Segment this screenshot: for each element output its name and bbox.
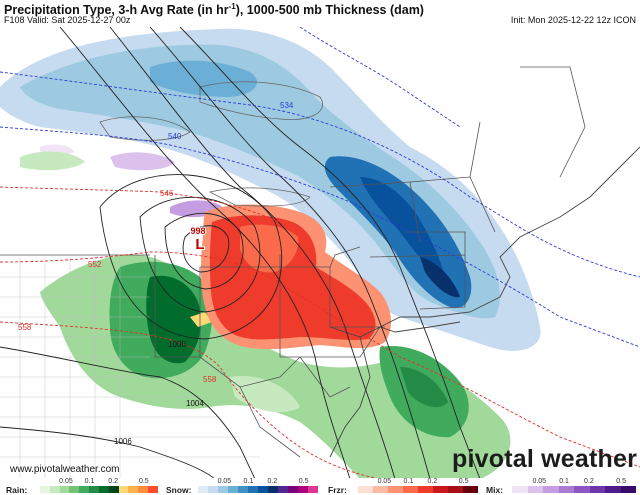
legend-snow-ticks: 0.05 0.1 0.2 0.5 (198, 478, 318, 486)
legend-frzr-colorbar (358, 486, 478, 493)
legend-swatch (218, 486, 228, 493)
legend-swatch (128, 486, 139, 493)
legend-swatch (418, 486, 433, 493)
thickness-label-558-bottom: 558 (203, 375, 217, 384)
legend-swatch (308, 486, 318, 493)
legend-swatch (49, 486, 60, 493)
legend-bar: Rain: 0.05 0.1 0.2 0.5 Snow: 0.05 0.1 0.2 0.5 … (0, 478, 640, 495)
legend-swatch (278, 486, 288, 493)
thickness-label-546: 546 (160, 189, 174, 198)
legend-tick-label: 0.05 (59, 478, 73, 485)
thickness-label-552: 552 (88, 260, 102, 269)
thickness-lines (0, 27, 640, 479)
legend-swatch (118, 486, 129, 493)
legend-swatch (574, 486, 590, 493)
legend-swatch (527, 486, 543, 493)
legend-rain-ticks: 0.05 0.1 0.2 0.5 (40, 478, 158, 486)
legend-swatch (512, 486, 528, 493)
legend-tick-label: 0.1 (84, 478, 95, 485)
legend-swatch (198, 486, 208, 493)
legend-tick-label: 0.5 (298, 478, 309, 485)
legend-tick-label: 0.2 (584, 478, 594, 485)
brand-logo: pivotal weather (452, 445, 637, 473)
valid-time: F108 Valid: Sat 2025-12-27 00z (4, 15, 131, 25)
legend-swatch (605, 486, 621, 493)
legend-rain-label: Rain: (6, 485, 28, 495)
legend-swatch (69, 486, 80, 493)
legend-swatch (138, 486, 149, 493)
legend-swatch (98, 486, 109, 493)
low-pressure-value: 998 (190, 226, 205, 236)
legend-swatch (40, 486, 50, 493)
isobars (0, 27, 481, 479)
legend-swatch (148, 486, 158, 493)
low-pressure-letter: L (195, 236, 204, 253)
legend-tick-label: 0.05 (217, 478, 232, 485)
map-canvas: 998 L 534 540 546 552 558 558 1000 1004 … (0, 27, 640, 479)
isobar-label-1004: 1004 (186, 399, 204, 408)
isobar-label-1000: 1000 (168, 340, 186, 349)
legend-swatch (79, 486, 90, 493)
legend-tick-label: 0.1 (559, 478, 569, 485)
mix-area (110, 152, 175, 171)
legend-tick-label: 0.2 (108, 478, 119, 485)
weather-map[interactable]: 998 L 534 540 546 552 558 558 1000 1004 … (0, 27, 640, 479)
legend-frzr-label: Frzr: (328, 485, 347, 495)
legend-swatch (433, 486, 448, 493)
legend-swatch (373, 486, 388, 493)
legend-tick-label: 0.2 (267, 478, 278, 485)
legend-mix-ticks: 0.05 0.1 0.2 0.5 (512, 478, 636, 486)
legend-swatch (268, 486, 278, 493)
thickness-label-558-left: 558 (18, 323, 32, 332)
rain-area-heavy (146, 275, 202, 364)
legend-swatch (59, 486, 70, 493)
legend-swatch (620, 486, 636, 493)
legend-swatch (288, 486, 298, 493)
init-time: Init: Mon 2025-12-22 12z ICON (510, 15, 636, 25)
legend-swatch (403, 486, 418, 493)
legend-mix-colorbar (512, 486, 636, 493)
legend-tick-label: 0.1 (243, 478, 254, 485)
thickness-label-534: 534 (280, 101, 294, 110)
legend-swatch (208, 486, 218, 493)
legend-swatch (388, 486, 403, 493)
legend-snow-colorbar (198, 486, 318, 493)
legend-tick-label: 0.05 (377, 478, 392, 485)
legend-swatch (89, 486, 99, 493)
legend-tick-label: 0.1 (403, 478, 414, 485)
legend-tick-label: 0.5 (458, 478, 469, 485)
map-header: Precipitation Type, 3-h Avg Rate (in hr-… (0, 0, 640, 28)
legend-rain-colorbar (40, 486, 158, 493)
legend-snow-label: Snow: (166, 485, 192, 495)
coastline (329, 146, 640, 338)
legend-tick-label: 0.5 (616, 478, 626, 485)
legend-swatch (543, 486, 559, 493)
map-title: Precipitation Type, 3-h Avg Rate (in hr-… (4, 2, 424, 18)
low-pressure-center: 998 L (189, 225, 206, 254)
legend-frzr-ticks: 0.05 0.1 0.2 0.5 (358, 478, 478, 486)
legend-swatch (448, 486, 463, 493)
legend-swatch (258, 486, 268, 493)
thickness-label-540: 540 (168, 132, 182, 141)
legend-swatch (558, 486, 574, 493)
legend-swatch (358, 486, 373, 493)
isobar-label-1006: 1006 (114, 437, 132, 446)
legend-swatch (248, 486, 258, 493)
legend-mix-label: Mix: (486, 485, 503, 495)
snow-area-mid (20, 44, 500, 319)
legend-tick-label: 0.5 (138, 478, 149, 485)
legend-swatch (228, 486, 238, 493)
website-credit: www.pivotalweather.com (10, 464, 120, 475)
legend-swatch (108, 486, 119, 493)
legend-swatch (463, 486, 478, 493)
legend-swatch (589, 486, 605, 493)
legend-swatch (238, 486, 248, 493)
legend-swatch (298, 486, 308, 493)
legend-tick-label: 0.05 (532, 478, 547, 485)
legend-tick-label: 0.2 (427, 478, 438, 485)
